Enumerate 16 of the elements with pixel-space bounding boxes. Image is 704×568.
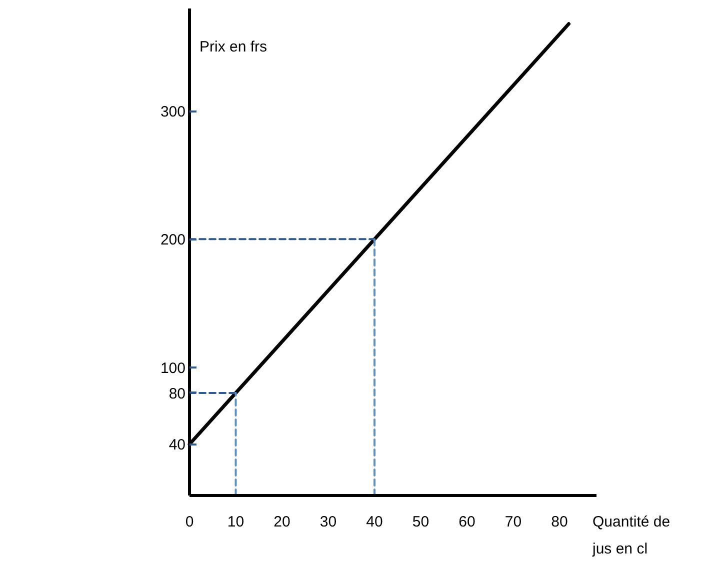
y-tick-label: 200	[160, 232, 186, 249]
x-tick-label: 80	[551, 514, 568, 530]
y-axis-title: Prix en frs	[200, 38, 268, 56]
y-tick-label: 40	[168, 436, 186, 454]
x-tick-label: 30	[320, 514, 337, 530]
x-tick-label: 40	[366, 514, 383, 530]
x-tick-label: 10	[227, 514, 244, 530]
x-tick-label: 50	[412, 514, 430, 530]
x-axis-title: Quantité de jus en cl	[592, 514, 670, 558]
y-tick-label: 300	[160, 104, 186, 121]
y-tick-label: 80	[168, 385, 186, 402]
x-tick-label: 20	[274, 514, 290, 530]
x-tick-label: 70	[504, 514, 522, 530]
x-tick-label: 60	[458, 514, 476, 530]
y-tick-label: 100	[160, 360, 186, 377]
x-tick-label: 0	[185, 514, 194, 530]
